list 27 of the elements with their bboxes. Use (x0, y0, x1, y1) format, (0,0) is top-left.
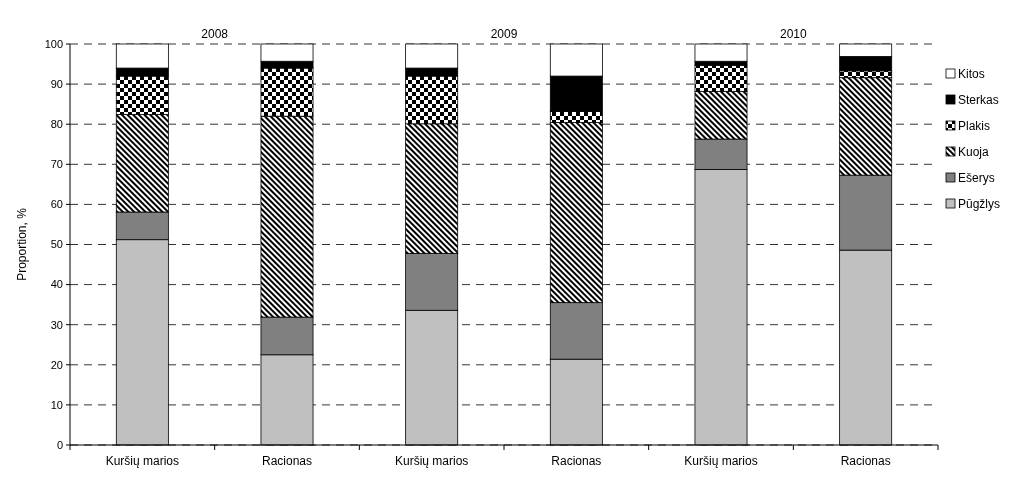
text: 2008 (201, 27, 229, 41)
x-tick-label: Racionas (551, 454, 602, 468)
legend-label: Pūgžlys (958, 197, 1001, 212)
text: 2009 (490, 27, 518, 41)
y-tick-label: 0 (56, 438, 63, 451)
y-tick-label: 40 (50, 278, 63, 291)
y-tick-label: 50 (50, 238, 63, 251)
x-tick-label: Racionas (840, 454, 891, 468)
x-tick-label: Kuršių marios (105, 454, 180, 468)
x-tick-label: Kuršių marios (394, 454, 469, 468)
legend-label: Ešerys (958, 171, 995, 186)
y-axis-title: Proportion, % (15, 207, 29, 281)
x-tick-label: Racionas (261, 454, 313, 468)
y-tick-label: 70 (50, 158, 63, 171)
legend-label: Plakis (958, 119, 991, 134)
y-tick-label: 60 (50, 198, 63, 211)
y-tick-label: 20 (50, 358, 63, 371)
legend-label: Kitos (958, 67, 985, 82)
y-tick-label: 30 (50, 318, 63, 331)
y-tick-label: 80 (50, 118, 63, 131)
legend-label: Sterkas (958, 93, 999, 108)
y-tick-label: 100 (44, 37, 63, 50)
text: 2010 (779, 27, 807, 41)
legend-label: Kuoja (958, 145, 990, 160)
y-tick-label: 90 (50, 77, 63, 90)
x-tick-label: Kuršių marios (684, 454, 758, 468)
y-tick-label: 10 (50, 398, 63, 411)
